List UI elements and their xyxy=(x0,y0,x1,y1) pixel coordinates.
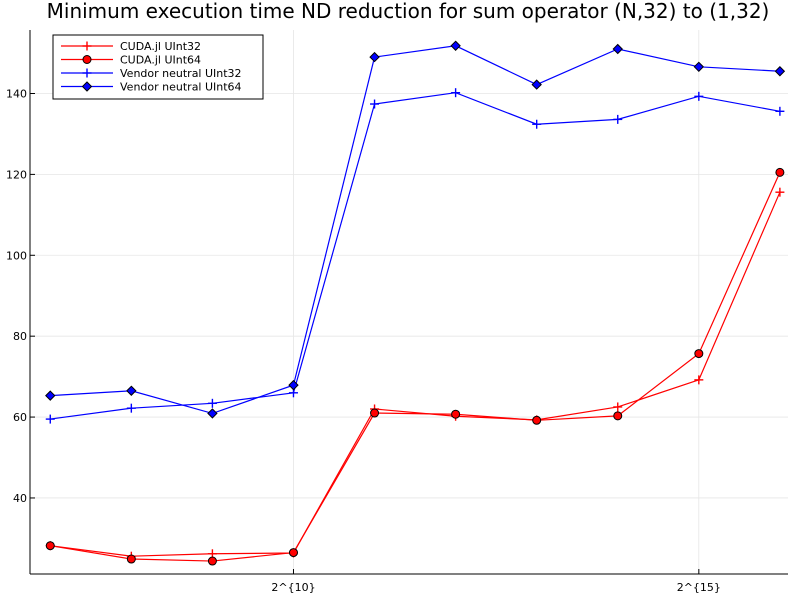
data-point xyxy=(694,375,704,385)
series-layer xyxy=(45,40,786,566)
x-tick-label: 2^{10} xyxy=(271,581,315,594)
series-line xyxy=(50,191,781,557)
series-2 xyxy=(45,88,785,424)
data-point xyxy=(451,409,461,419)
data-point xyxy=(45,390,56,401)
data-point xyxy=(126,554,136,564)
y-tick-label: 40 xyxy=(13,492,27,505)
data-point xyxy=(532,119,542,129)
legend-marker xyxy=(82,41,92,51)
y-tick-label: 140 xyxy=(6,88,27,101)
y-tick-label: 100 xyxy=(6,249,27,262)
series-line xyxy=(50,45,780,415)
data-point xyxy=(369,51,380,63)
series-line xyxy=(50,92,781,420)
series-3 xyxy=(45,40,786,419)
y-tick-label: 60 xyxy=(13,411,27,424)
data-point xyxy=(694,349,704,359)
data-point xyxy=(613,402,623,412)
data-point xyxy=(775,106,785,116)
axes: 2^{10} 2^{15} 40 60 80 100 120 140 xyxy=(6,30,788,594)
series-line xyxy=(50,172,781,562)
data-point xyxy=(775,167,785,177)
data-point xyxy=(207,556,217,566)
data-point xyxy=(450,40,461,51)
data-point xyxy=(694,91,704,101)
legend-item: CUDA.jl UInt32 xyxy=(61,40,201,53)
data-point xyxy=(288,548,298,558)
data-point xyxy=(693,61,705,73)
data-point xyxy=(45,414,55,424)
data-point xyxy=(45,541,55,551)
legend-marker xyxy=(81,81,93,92)
legend-label: Vendor neutral UInt64 xyxy=(120,81,242,94)
data-point xyxy=(531,79,542,90)
data-point xyxy=(288,379,299,391)
data-point xyxy=(775,187,785,197)
data-point xyxy=(451,88,461,98)
data-point xyxy=(207,408,218,419)
legend-label: CUDA.jl UInt64 xyxy=(120,54,201,67)
legend-item: CUDA.jl UInt64 xyxy=(61,54,201,67)
legend-label: CUDA.jl UInt32 xyxy=(120,40,201,53)
data-point xyxy=(774,66,786,77)
x-tick-label: 2^{15} xyxy=(677,581,721,594)
data-point xyxy=(126,385,137,396)
data-point xyxy=(612,43,623,55)
y-tick-label: 120 xyxy=(6,168,27,181)
data-point xyxy=(613,411,623,421)
legend-label: Vendor neutral UInt32 xyxy=(120,67,242,80)
data-point xyxy=(532,415,542,425)
data-point xyxy=(370,408,380,418)
chart-title: Minimum execution time ND reduction for … xyxy=(47,0,770,23)
legend-marker xyxy=(82,55,92,64)
series-0 xyxy=(45,187,785,561)
grid xyxy=(30,30,788,574)
legend-item: Vendor neutral UInt64 xyxy=(61,81,242,94)
data-point xyxy=(126,403,136,413)
series-1 xyxy=(45,167,785,566)
legend-item: Vendor neutral UInt32 xyxy=(61,67,242,80)
legend-marker xyxy=(82,68,92,78)
data-point xyxy=(207,398,217,408)
data-point xyxy=(613,114,623,124)
data-point xyxy=(370,99,380,109)
y-tick-label: 80 xyxy=(13,330,27,343)
